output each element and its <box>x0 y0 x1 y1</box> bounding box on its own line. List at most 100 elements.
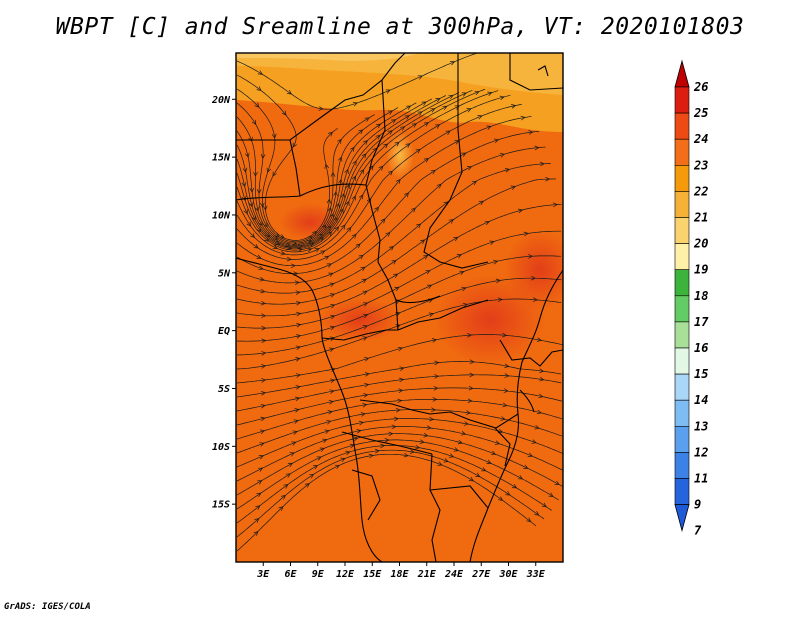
lat-label: 20N <box>211 95 231 106</box>
streamline-arrow <box>246 221 252 227</box>
streamline-arrow <box>266 167 272 173</box>
streamline-arrow <box>419 439 425 445</box>
streamline-arrow <box>326 419 332 425</box>
streamline-arrow <box>554 480 560 485</box>
colorbar-swatch <box>674 138 690 166</box>
colorbar-label: 21 <box>693 211 708 225</box>
colorbar-label: 19 <box>694 263 708 277</box>
streamline-arrow <box>340 224 346 230</box>
streamline-arrow <box>415 444 421 450</box>
streamline-arrow <box>404 115 410 120</box>
streamline-arrow <box>362 140 368 145</box>
streamline-arrow <box>531 275 536 281</box>
lon-label: 18E <box>390 569 409 580</box>
streamline-arrow <box>505 491 511 496</box>
streamline-arrow <box>263 222 268 228</box>
colorbar-label: 12 <box>694 445 708 459</box>
streamline-arrow <box>248 136 253 142</box>
streamline-arrow <box>468 385 474 391</box>
streamline-arrow <box>411 123 417 128</box>
streamline-arrow <box>254 206 260 212</box>
lat-label: 15S <box>212 500 230 511</box>
streamline-arrow <box>423 122 429 127</box>
streamline-arrow <box>249 187 255 193</box>
streamline-arrow <box>253 244 259 249</box>
streamline <box>236 74 338 241</box>
colorbar-swatch <box>674 478 690 505</box>
streamline <box>236 102 417 245</box>
streamline-arrow <box>253 530 259 536</box>
streamline-arrow <box>337 156 343 162</box>
streamline-arrow <box>280 494 286 500</box>
streamline <box>236 90 473 250</box>
streamline <box>236 146 546 284</box>
streamline-arrow <box>406 105 412 110</box>
streamline-arrow <box>461 286 467 292</box>
streamline-arrow <box>352 101 358 107</box>
streamline-arrow <box>395 407 401 413</box>
colorbar-label: 26 <box>693 80 708 94</box>
streamline-arrow <box>258 455 265 460</box>
streamline-arrow <box>398 388 404 393</box>
streamline-arrow <box>461 431 467 436</box>
streamline-arrow <box>399 366 405 371</box>
streamline-arrow <box>280 251 286 256</box>
streamline-arrow <box>339 208 344 214</box>
streamline-arrow <box>291 441 297 446</box>
streamline <box>236 203 562 317</box>
streamline-arrow <box>329 293 336 298</box>
streamline-arrow <box>304 483 310 488</box>
streamline-arrow <box>256 189 262 194</box>
lon-label: 24E <box>444 569 464 580</box>
colorbar-arrow-top <box>674 59 690 88</box>
streamline-arrow <box>409 449 415 454</box>
streamline-arrow <box>433 385 439 391</box>
streamline-arrow <box>387 110 393 115</box>
streamline-arrow <box>504 168 511 173</box>
streamline-arrow <box>340 457 346 463</box>
streamline-arrow <box>487 91 493 97</box>
streamline-arrow <box>539 368 545 374</box>
streamline-arrow <box>364 382 370 388</box>
streamline-arrow <box>324 163 329 169</box>
map-title: WBPT [C] and Sreamline at 300hPa, VT: 20… <box>55 14 745 40</box>
streamline-arrow <box>358 254 364 260</box>
streamline-arrow <box>523 231 529 237</box>
streamline <box>236 95 446 247</box>
streamline-arrow <box>363 393 369 398</box>
streamline-arrow <box>466 108 472 113</box>
streamline-arrow <box>258 467 264 472</box>
streamline-arrow <box>356 428 362 434</box>
streamline <box>236 399 563 440</box>
streamline-arrow <box>463 421 469 426</box>
streamline-arrow <box>324 429 330 434</box>
streamline-arrow <box>378 165 384 171</box>
streamline-arrow <box>349 146 355 152</box>
streamline-arrow <box>532 297 538 302</box>
country-boundaries <box>236 53 563 562</box>
streamline-arrow <box>344 168 349 175</box>
colorbar-label: 20 <box>693 237 708 251</box>
streamline-arrow <box>329 336 335 341</box>
streamline-arrow <box>360 266 366 272</box>
streamline-arrow <box>329 325 336 331</box>
streamline-arrow <box>254 102 260 108</box>
streamline-arrow <box>327 231 333 237</box>
streamline-arrow <box>329 347 335 353</box>
streamline-arrow <box>345 200 350 206</box>
lat-label: 10S <box>212 442 230 453</box>
streamline-arrow <box>364 372 370 377</box>
streamline-arrow <box>262 205 268 211</box>
streamline-arrow <box>380 443 386 449</box>
streamline-arrow <box>256 254 262 259</box>
streamline-arrow <box>272 244 278 250</box>
streamline <box>236 53 478 110</box>
streamline-arrow <box>346 226 352 232</box>
streamline-arrow <box>362 402 368 408</box>
streamline-arrow <box>295 345 301 350</box>
streamline-arrow <box>329 282 335 288</box>
streamline-arrow <box>264 237 270 242</box>
streamline-arrow <box>362 302 369 307</box>
colorbar-swatch <box>674 191 690 218</box>
streamline-arrow <box>443 458 449 463</box>
